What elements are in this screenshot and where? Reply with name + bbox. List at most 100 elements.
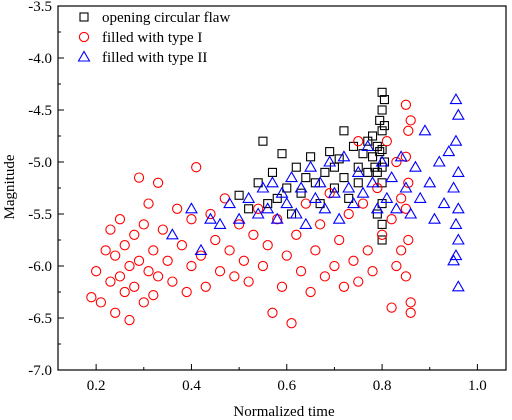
y-axis-ticks: -3.5 -4.0 -4.5 -5.0 -5.5 -6.0 -6.5 -7.0 [28, 0, 64, 379]
data-point [289, 207, 303, 219]
data-point [348, 255, 359, 266]
data-point [234, 190, 244, 200]
data-point [296, 188, 306, 198]
data-point [325, 147, 335, 157]
data-point [376, 229, 388, 240]
data-point [310, 245, 321, 256]
x-axis-label: Normalized time [233, 404, 335, 420]
legend-label: opening circular flaw [102, 10, 230, 26]
data-point [119, 240, 130, 251]
data-point [367, 266, 378, 277]
data-point [286, 318, 297, 329]
series-2 [86, 99, 416, 329]
data-point [148, 289, 159, 301]
data-point [395, 245, 407, 256]
data-point [348, 141, 359, 151]
data-point [372, 209, 382, 219]
data-point [363, 167, 373, 177]
data-point [257, 260, 269, 272]
data-point [329, 162, 339, 172]
y-tick-label: -5.5 [28, 207, 52, 223]
data-point [124, 314, 135, 326]
data-point [363, 136, 373, 146]
data-point [338, 281, 350, 292]
data-point [304, 160, 318, 172]
data-point [152, 271, 164, 282]
data-point [337, 150, 351, 162]
data-point [129, 229, 140, 240]
data-point [323, 155, 337, 167]
data-point [244, 204, 254, 214]
data-point [377, 144, 387, 155]
data-point [165, 228, 179, 240]
y-tick-label: -3.5 [28, 0, 52, 15]
data-point [451, 233, 465, 245]
data-point [143, 198, 154, 209]
data-point [195, 250, 207, 261]
data-point [256, 181, 270, 193]
data-point [386, 302, 397, 313]
data-point [377, 178, 387, 188]
data-point [391, 156, 402, 168]
data-point [318, 202, 332, 214]
x-tick-label: 0.4 [182, 378, 201, 394]
data-point [272, 193, 282, 203]
data-point [400, 271, 412, 282]
data-point [295, 266, 307, 277]
data-point [447, 181, 461, 193]
data-point [449, 93, 463, 105]
data-point [379, 121, 390, 131]
data-point [362, 245, 373, 256]
data-point [305, 286, 316, 298]
data-point [300, 198, 311, 209]
data-point [152, 177, 164, 188]
data-point [280, 197, 294, 209]
data-point [86, 292, 97, 303]
data-point [377, 126, 387, 136]
data-point [408, 160, 422, 172]
data-point [210, 234, 221, 246]
data-point [418, 124, 432, 136]
data-point [138, 297, 149, 308]
data-point [377, 162, 387, 172]
data-point [232, 212, 246, 224]
data-point [372, 141, 382, 151]
data-point [391, 260, 402, 272]
data-point [353, 136, 364, 147]
data-point [442, 145, 456, 157]
data-point [200, 281, 211, 292]
x-tick-label: 1.0 [468, 378, 487, 394]
data-point [105, 276, 116, 287]
data-point [405, 307, 416, 318]
data-point [368, 131, 378, 141]
data-point [263, 199, 273, 209]
data-point [372, 167, 382, 177]
data-point [372, 182, 383, 194]
x-tick-label: 0.8 [373, 378, 392, 394]
data-point [204, 212, 217, 224]
y-tick-label: -4.0 [28, 51, 52, 67]
data-point [258, 136, 268, 146]
data-point [251, 207, 265, 219]
data-point [242, 191, 256, 203]
data-point [243, 276, 254, 287]
data-point [399, 181, 413, 193]
data-point [143, 266, 154, 277]
data-point [224, 245, 235, 256]
data-point [171, 203, 183, 214]
data-point [138, 219, 149, 230]
legend-marker [77, 50, 91, 62]
data-point [400, 99, 412, 110]
y-axis-label: Magnitude [2, 154, 18, 219]
data-point [270, 212, 284, 224]
y-tick-label: -7.0 [28, 363, 52, 379]
data-point [301, 173, 311, 183]
data-point [428, 212, 441, 224]
legend-marker [79, 12, 89, 22]
data-point [377, 235, 387, 245]
data-point [119, 286, 130, 298]
data-point [291, 162, 301, 172]
data-point [377, 105, 387, 115]
data-point [332, 212, 346, 224]
data-point [95, 297, 107, 308]
